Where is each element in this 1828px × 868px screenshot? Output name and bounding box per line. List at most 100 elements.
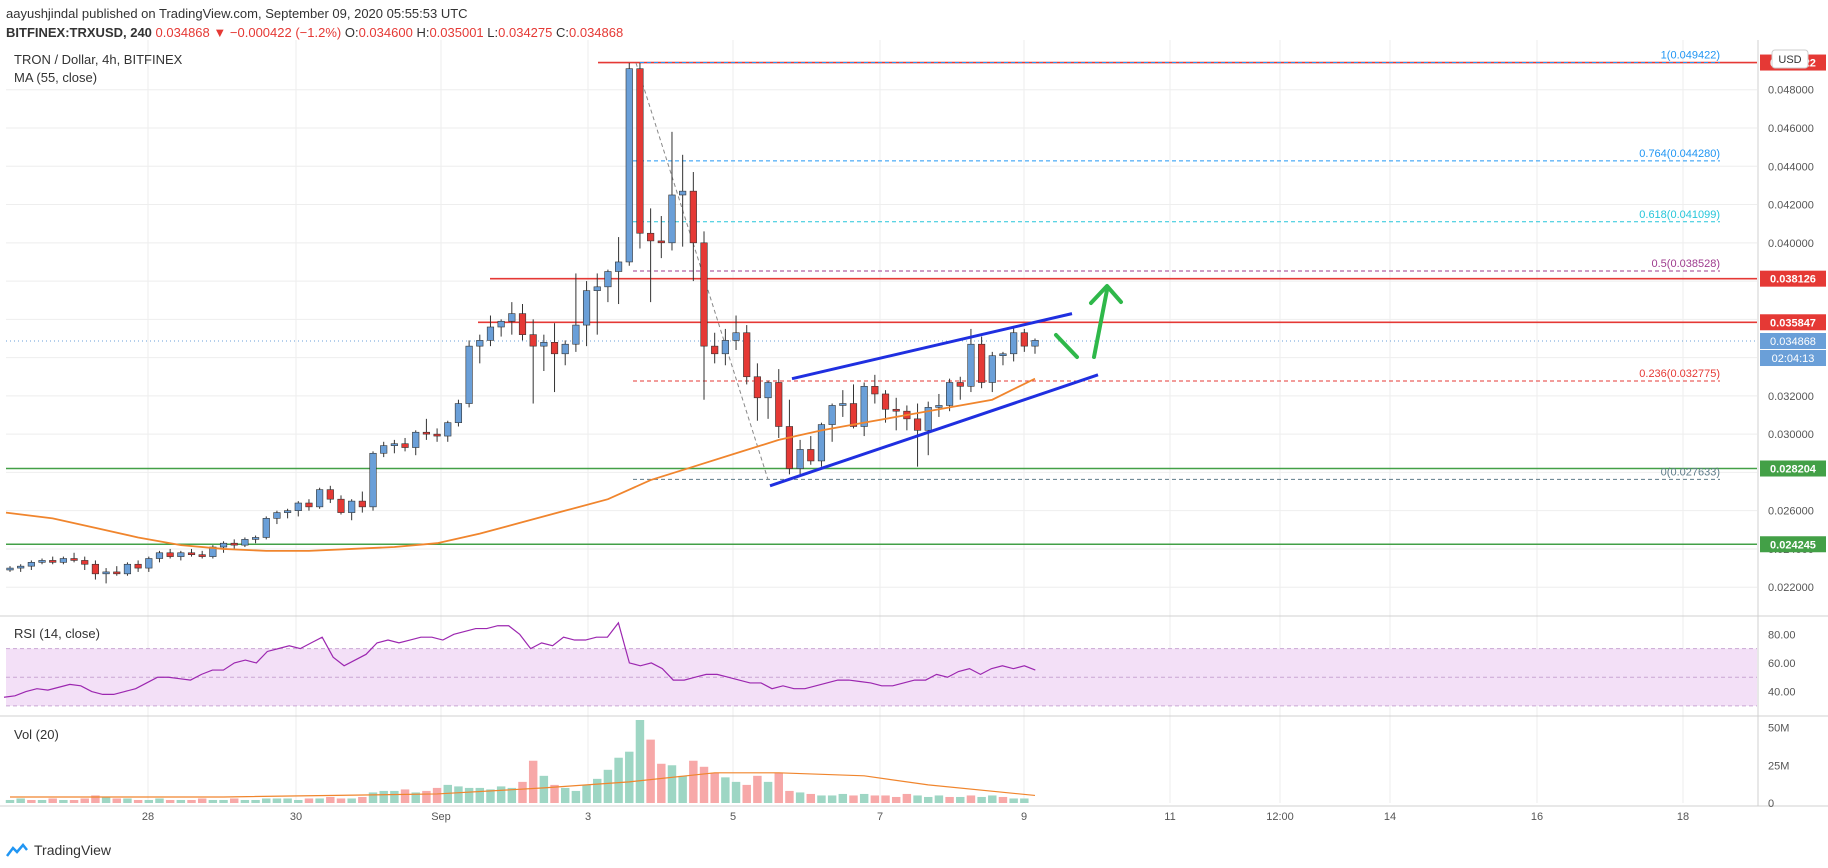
volume-bar — [486, 789, 495, 803]
candle — [881, 390, 890, 423]
candle-body — [348, 500, 356, 513]
candle-body — [860, 386, 868, 427]
volume-bar — [560, 787, 570, 803]
volume-bar — [763, 781, 773, 803]
candle — [134, 560, 142, 572]
x-tick-label: 16 — [1531, 811, 1543, 823]
candle — [668, 131, 676, 251]
volume-bar — [785, 790, 794, 803]
volume-bar — [881, 795, 890, 803]
price-tag-current: 0.034868 — [1770, 336, 1816, 348]
candle-body — [6, 567, 14, 571]
candle-body — [999, 353, 1007, 356]
volume-bar — [326, 796, 335, 803]
candle-body — [81, 560, 89, 565]
volume-bar — [454, 786, 463, 803]
candle — [454, 399, 463, 427]
candle — [305, 499, 313, 511]
ma-line — [5, 377, 1036, 552]
candle-body — [839, 403, 847, 406]
volume-bar — [294, 799, 303, 803]
volume-bar — [742, 784, 751, 803]
x-tick-label: 14 — [1384, 811, 1396, 823]
candle-body — [775, 382, 783, 427]
volume-bar — [336, 798, 346, 803]
candle-body — [540, 342, 548, 347]
volume-bar — [849, 795, 858, 803]
candle — [38, 558, 46, 565]
volume-bar — [902, 793, 912, 803]
candle-body — [871, 386, 879, 395]
volume-bar — [69, 799, 79, 803]
volume-pane — [5, 720, 1036, 803]
chart-title: TRON / Dollar, 4h, BITFINEX — [14, 52, 183, 67]
candle — [892, 397, 900, 431]
green-leg-2 — [1092, 288, 1109, 359]
candle — [561, 340, 569, 366]
close-value: 0.034868 — [569, 25, 624, 40]
last-price: 0.034868 — [155, 25, 210, 40]
volume-bar — [80, 798, 89, 803]
candle — [241, 537, 249, 548]
axes: 0.048000 0.046000 0.044000 0.042000 0.040000… — [0, 40, 1828, 823]
candle — [262, 516, 270, 540]
currency-badge[interactable] — [1771, 49, 1809, 69]
candle-body — [988, 355, 996, 383]
chart-header: aayushjindal published on TradingView.co… — [6, 4, 623, 42]
volume-bar — [582, 784, 591, 803]
volume-bar — [155, 798, 164, 803]
footer-brand[interactable]: TradingView — [6, 842, 111, 858]
candle — [529, 319, 537, 404]
x-tick-label: 5 — [730, 811, 736, 823]
volume-bar — [304, 798, 314, 803]
candle — [1020, 328, 1028, 352]
candle — [839, 390, 847, 417]
price-tag-r2: 0.035847 — [1770, 317, 1816, 329]
candle-body — [123, 563, 132, 575]
close-label: C: — [556, 25, 569, 40]
volume-bar — [475, 787, 485, 803]
candle-body — [59, 558, 67, 563]
volume-bar — [464, 787, 474, 803]
annotations — [769, 284, 1123, 488]
candle — [593, 273, 601, 335]
candle-body — [892, 408, 900, 412]
candle-body — [380, 445, 388, 454]
price-tag-countdown: 02:04:13 — [1772, 353, 1815, 365]
volume-bar — [208, 799, 218, 803]
price-tag-s2: 0.024245 — [1770, 539, 1816, 551]
symbol-label: BITFINEX:TRXUSD, 240 — [6, 25, 152, 40]
candle — [518, 304, 527, 341]
volume-bar — [272, 798, 282, 803]
candle-body — [465, 345, 473, 404]
candle-body — [935, 405, 943, 408]
candle-body — [807, 449, 815, 462]
y-tick-label: 0.040000 — [1768, 238, 1814, 250]
candle — [91, 560, 99, 580]
candle-body — [305, 502, 313, 508]
candle — [775, 369, 783, 438]
candle — [508, 302, 516, 335]
candle-body — [251, 537, 260, 540]
candle-body — [187, 552, 196, 555]
vol-legend: Vol (20) — [14, 727, 59, 742]
volume-bar — [432, 787, 442, 803]
countdown-bg — [1760, 350, 1826, 367]
candle-body — [358, 500, 366, 508]
volume-bar — [16, 798, 25, 803]
candle-body — [700, 242, 708, 347]
candle — [657, 216, 665, 259]
candle-body — [828, 405, 836, 425]
volume-ma-line — [10, 772, 1036, 798]
low-label: L: — [487, 25, 499, 40]
down-arrow-icon: ▼ — [213, 25, 227, 40]
volume-bar — [721, 777, 730, 803]
candle-body — [412, 431, 420, 448]
price-tag-bg — [1760, 314, 1826, 331]
rsi-tick-label: 40.00 — [1768, 687, 1796, 699]
rsi-tick-label: 60.00 — [1768, 658, 1796, 670]
candle-body — [177, 552, 185, 557]
candle — [326, 485, 334, 504]
candle — [113, 566, 121, 576]
